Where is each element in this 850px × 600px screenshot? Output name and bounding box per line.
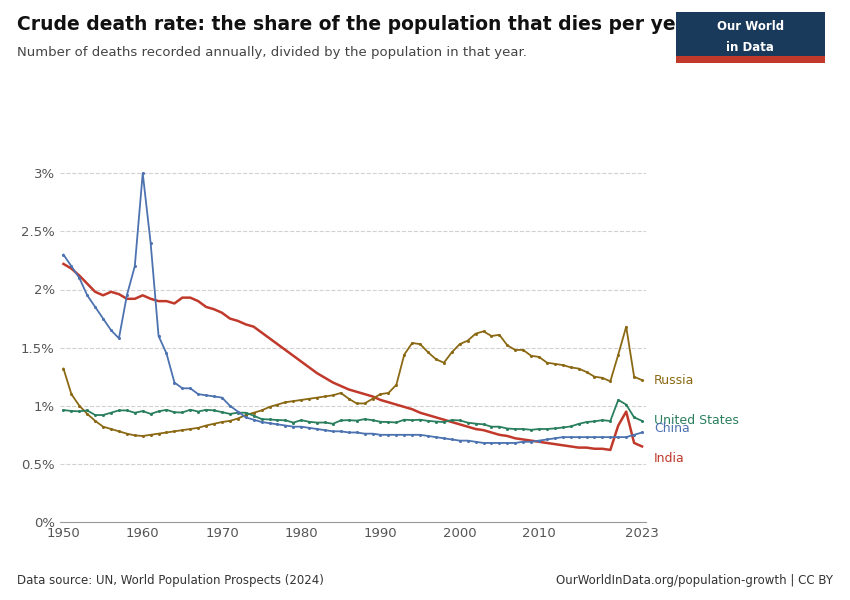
Text: in Data: in Data: [726, 41, 774, 54]
Text: Data source: UN, World Population Prospects (2024): Data source: UN, World Population Prospe…: [17, 574, 324, 587]
Text: Our World: Our World: [717, 20, 784, 33]
Text: Number of deaths recorded annually, divided by the population in that year.: Number of deaths recorded annually, divi…: [17, 46, 527, 59]
Text: India: India: [654, 452, 685, 464]
Text: OurWorldInData.org/population-growth | CC BY: OurWorldInData.org/population-growth | C…: [556, 574, 833, 587]
Text: China: China: [654, 422, 689, 436]
Text: Crude death rate: the share of the population that dies per year: Crude death rate: the share of the popul…: [17, 15, 698, 34]
Text: United States: United States: [654, 415, 739, 427]
Text: Russia: Russia: [654, 374, 694, 386]
